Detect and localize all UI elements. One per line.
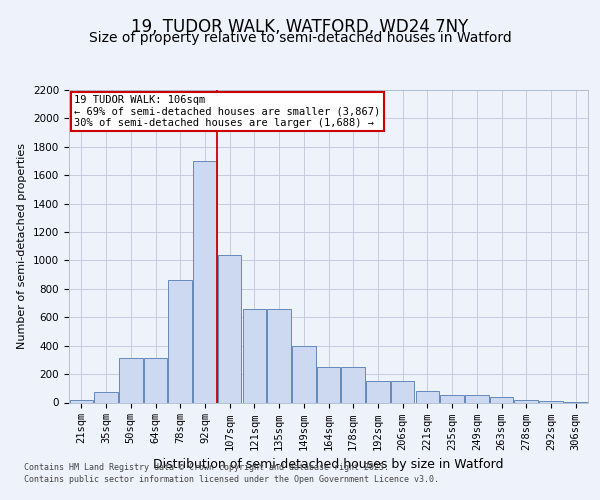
Bar — [391, 381, 415, 402]
Bar — [70, 400, 93, 402]
Bar — [539, 401, 563, 402]
Bar — [366, 381, 389, 402]
Bar — [440, 396, 464, 402]
Bar — [242, 308, 266, 402]
Bar — [94, 392, 118, 402]
Y-axis label: Number of semi-detached properties: Number of semi-detached properties — [17, 143, 28, 349]
Text: 19, TUDOR WALK, WATFORD, WD24 7NY: 19, TUDOR WALK, WATFORD, WD24 7NY — [131, 18, 469, 36]
Text: Contains HM Land Registry data © Crown copyright and database right 2025.: Contains HM Land Registry data © Crown c… — [24, 462, 389, 471]
Bar — [144, 358, 167, 403]
Text: 19 TUDOR WALK: 106sqm
← 69% of semi-detached houses are smaller (3,867)
30% of s: 19 TUDOR WALK: 106sqm ← 69% of semi-deta… — [74, 94, 380, 128]
Bar — [193, 161, 217, 402]
Bar — [490, 397, 513, 402]
Bar — [416, 391, 439, 402]
Bar — [218, 255, 241, 402]
Bar — [268, 308, 291, 402]
Text: Contains public sector information licensed under the Open Government Licence v3: Contains public sector information licen… — [24, 475, 439, 484]
Bar — [169, 280, 192, 402]
Bar — [119, 358, 143, 403]
Text: Size of property relative to semi-detached houses in Watford: Size of property relative to semi-detach… — [89, 31, 511, 45]
Bar — [317, 367, 340, 402]
Bar — [341, 367, 365, 402]
Bar — [514, 400, 538, 402]
X-axis label: Distribution of semi-detached houses by size in Watford: Distribution of semi-detached houses by … — [153, 458, 504, 471]
Bar — [465, 396, 488, 402]
Bar — [292, 346, 316, 403]
